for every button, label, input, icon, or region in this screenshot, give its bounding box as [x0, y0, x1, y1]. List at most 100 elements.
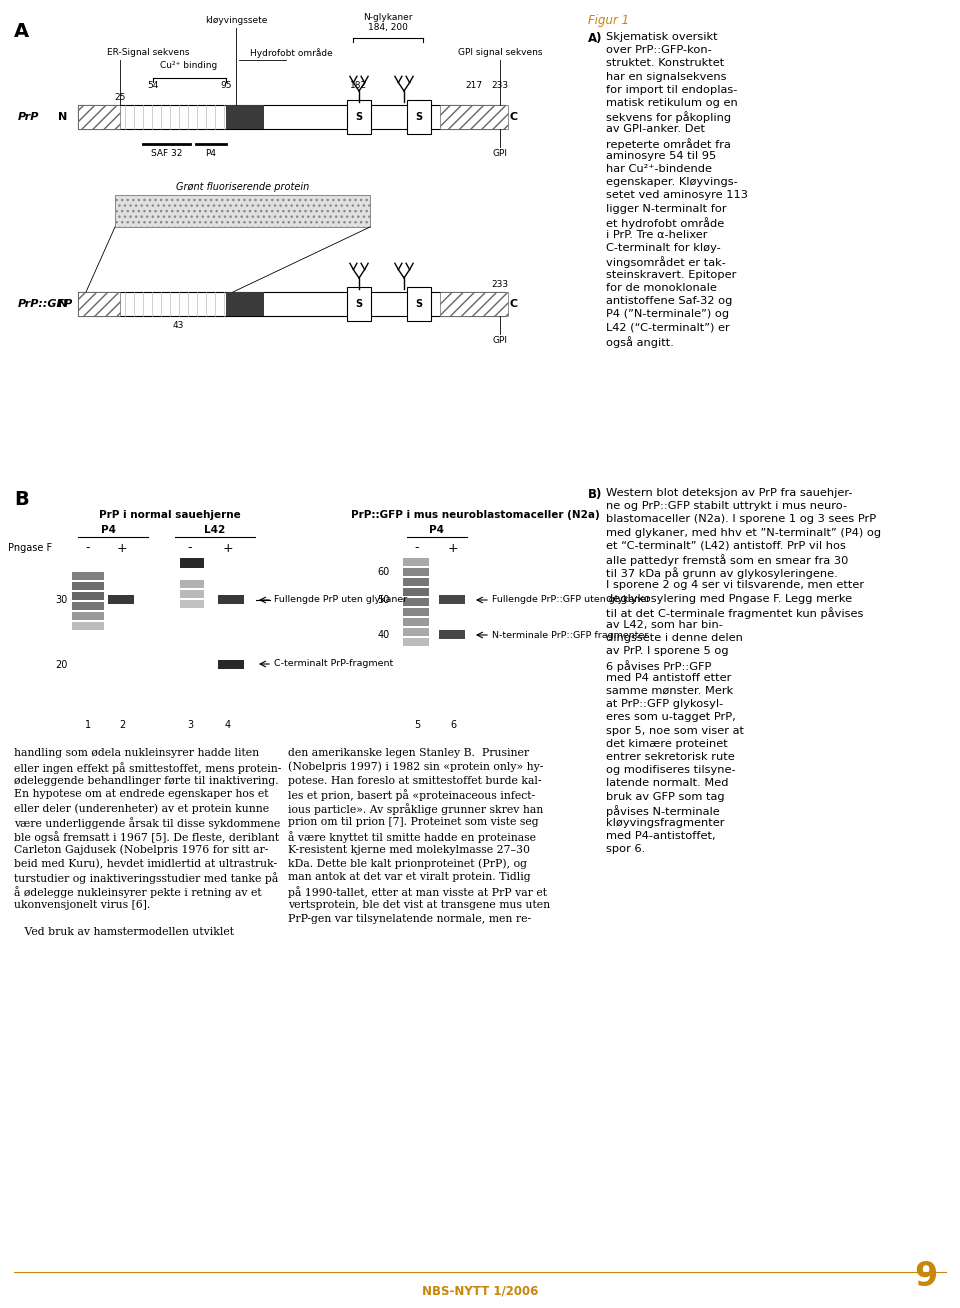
Text: i PrP. Tre α-helixer: i PrP. Tre α-helixer — [606, 230, 708, 239]
Text: egenskaper. Kløyvings-: egenskaper. Kløyvings- — [606, 177, 737, 187]
Text: kløyvingssete: kløyvingssete — [204, 16, 267, 25]
Text: har Cu²⁺-bindende: har Cu²⁺-bindende — [606, 164, 712, 174]
Text: GPI signal sekvens: GPI signal sekvens — [458, 48, 542, 58]
Text: over PrP::GFP-kon-: over PrP::GFP-kon- — [606, 46, 711, 55]
Text: å ødelegge nukleinsyrer pekte i retning av et: å ødelegge nukleinsyrer pekte i retning … — [14, 886, 262, 897]
Bar — [180, 559, 204, 568]
Text: påvises N-terminale: påvises N-terminale — [606, 804, 720, 816]
Text: steinskravert. Epitoper: steinskravert. Epitoper — [606, 269, 736, 280]
Text: P4: P4 — [429, 525, 444, 535]
Text: +: + — [447, 542, 458, 555]
Bar — [218, 595, 244, 604]
Text: sekvens for påkopling: sekvens for påkopling — [606, 111, 732, 123]
Text: PrP: PrP — [18, 112, 39, 122]
Text: Carleton Gajdusek (Nobelpris 1976 for sitt ar-: Carleton Gajdusek (Nobelpris 1976 for si… — [14, 845, 269, 855]
Text: ødeleggende behandlinger førte til inaktivering.: ødeleggende behandlinger førte til inakt… — [14, 776, 278, 786]
Bar — [347, 286, 371, 320]
Bar — [72, 612, 104, 620]
Text: det kimære proteinet: det kimære proteinet — [606, 739, 728, 748]
Bar — [439, 595, 465, 604]
Bar — [403, 617, 429, 627]
Text: les et prion, basert på «proteinaceous infect-: les et prion, basert på «proteinaceous i… — [288, 790, 535, 802]
Text: med P4-antistoffet,: med P4-antistoffet, — [606, 831, 715, 841]
Bar — [72, 623, 104, 630]
Text: 30: 30 — [56, 595, 68, 606]
Text: +: + — [223, 542, 233, 555]
Bar — [78, 105, 120, 129]
Text: alle pattedyr fremstå som en smear fra 30: alle pattedyr fremstå som en smear fra 3… — [606, 555, 849, 566]
Text: -: - — [415, 542, 420, 555]
Bar — [440, 292, 508, 317]
Text: P4 (”N-terminale”) og: P4 (”N-terminale”) og — [606, 309, 730, 319]
Text: 43: 43 — [172, 320, 183, 330]
Text: ble også fremsatt i 1967 [5]. De fleste, deriblant: ble også fremsatt i 1967 [5]. De fleste,… — [14, 831, 279, 842]
Text: kDa. Dette ble kalt prionproteinet (PrP), og: kDa. Dette ble kalt prionproteinet (PrP)… — [288, 858, 527, 869]
Text: 40: 40 — [377, 630, 390, 640]
Text: setet ved aminosyre 113: setet ved aminosyre 113 — [606, 191, 748, 200]
Text: samme mønster. Merk: samme mønster. Merk — [606, 685, 733, 696]
Text: ER-Signal sekvens: ER-Signal sekvens — [107, 48, 189, 58]
Text: SAF 32: SAF 32 — [151, 149, 182, 158]
Text: har en signalsekvens: har en signalsekvens — [606, 72, 727, 81]
Text: Cu²⁺ binding: Cu²⁺ binding — [160, 61, 218, 71]
Text: GPI: GPI — [492, 336, 508, 345]
Text: -: - — [85, 542, 90, 555]
Bar — [403, 608, 429, 616]
Text: repeterte området fra: repeterte området fra — [606, 137, 731, 149]
Text: C: C — [510, 300, 518, 309]
Text: spor 5, noe som viser at: spor 5, noe som viser at — [606, 726, 744, 735]
Text: den amerikanske legen Stanley B.  Prusiner: den amerikanske legen Stanley B. Prusine… — [288, 748, 529, 759]
Text: B: B — [14, 490, 29, 509]
Text: spor 6.: spor 6. — [606, 845, 645, 854]
Text: vingsområdet er tak-: vingsområdet er tak- — [606, 256, 726, 268]
Bar — [226, 105, 264, 129]
Text: beid med Kuru), hevdet imidlertid at ultrastruk-: beid med Kuru), hevdet imidlertid at ult… — [14, 858, 277, 869]
Text: 233: 233 — [492, 280, 509, 289]
Text: kløyvingsfragmenter: kløyvingsfragmenter — [606, 818, 725, 828]
Text: N: N — [58, 112, 67, 122]
Text: ious particle». Av språklige grunner skrev han: ious particle». Av språklige grunner skr… — [288, 803, 543, 815]
Text: B): B) — [588, 488, 602, 501]
Text: S: S — [416, 112, 422, 122]
Bar — [108, 595, 134, 604]
Text: C-terminalt for kløy-: C-terminalt for kløy- — [606, 243, 721, 254]
Text: til 37 kDa på grunn av glykosyleringene.: til 37 kDa på grunn av glykosyleringene. — [606, 568, 838, 579]
Text: bruk av GFP som tag: bruk av GFP som tag — [606, 791, 725, 802]
Bar — [347, 99, 371, 133]
Text: PrP-gen var tilsynelatende normale, men re-: PrP-gen var tilsynelatende normale, men … — [288, 913, 531, 923]
Text: S: S — [355, 112, 363, 122]
Text: ne og PrP::GFP stabilt uttrykt i mus neuro-: ne og PrP::GFP stabilt uttrykt i mus neu… — [606, 501, 847, 511]
Bar — [180, 590, 204, 598]
Text: Western blot deteksjon av PrP fra sauehjer-: Western blot deteksjon av PrP fra sauehj… — [606, 488, 852, 498]
Text: latende normalt. Med: latende normalt. Med — [606, 778, 729, 789]
Bar — [78, 292, 120, 317]
Text: 95: 95 — [220, 81, 231, 90]
Text: av PrP. I sporene 5 og: av PrP. I sporene 5 og — [606, 646, 729, 657]
Text: dingssete i denne delen: dingssete i denne delen — [606, 633, 743, 644]
Text: GPI: GPI — [492, 149, 508, 158]
Text: også angitt.: også angitt. — [606, 336, 674, 348]
Bar — [403, 578, 429, 586]
Text: N-glykaner: N-glykaner — [363, 13, 413, 22]
Text: eller ingen effekt på smittestoffet, mens protein-: eller ingen effekt på smittestoffet, men… — [14, 761, 281, 773]
Text: C-terminalt PrP-fragment: C-terminalt PrP-fragment — [274, 659, 394, 668]
Bar — [440, 105, 508, 129]
Bar — [78, 292, 505, 317]
Text: P4: P4 — [101, 525, 115, 535]
Bar — [115, 195, 370, 228]
Bar — [72, 582, 104, 590]
Text: og modifiseres tilsyne-: og modifiseres tilsyne- — [606, 765, 735, 776]
Text: S: S — [355, 300, 363, 309]
Text: Pngase F: Pngase F — [8, 543, 52, 553]
Bar — [403, 589, 429, 596]
Text: Grønt fluoriserende protein: Grønt fluoriserende protein — [176, 182, 309, 192]
Text: antistoffene Saf-32 og: antistoffene Saf-32 og — [606, 296, 732, 306]
Text: 2: 2 — [119, 719, 125, 730]
Text: man antok at det var et viralt protein. Tidlig: man antok at det var et viralt protein. … — [288, 872, 531, 882]
Text: N: N — [58, 300, 67, 309]
Text: P4: P4 — [205, 149, 217, 158]
Text: 6: 6 — [450, 719, 456, 730]
Text: N-terminale PrP::GFP fragmenter: N-terminale PrP::GFP fragmenter — [492, 630, 648, 640]
Text: 6 påvises PrP::GFP: 6 påvises PrP::GFP — [606, 659, 711, 671]
Bar — [72, 593, 104, 600]
